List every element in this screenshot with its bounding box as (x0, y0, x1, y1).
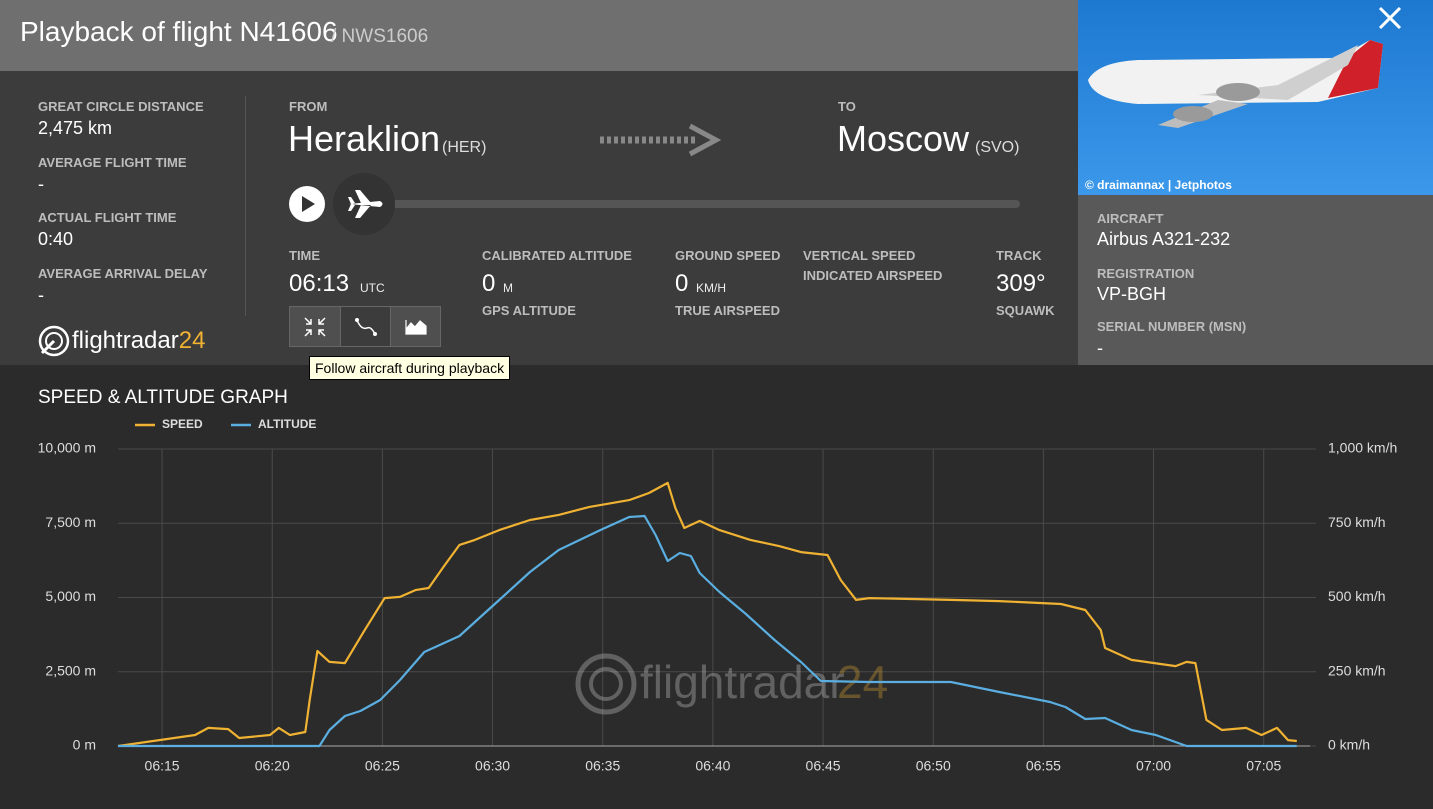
y2-tick-label: 250 km/h (1328, 662, 1386, 678)
legend-label: SPEED (162, 417, 203, 431)
route-arrow (600, 123, 722, 157)
from-label: FROM (289, 99, 328, 114)
series-line (117, 481, 1297, 748)
to-code: (SVO) (975, 139, 1020, 156)
follow-icon (304, 317, 326, 337)
field-label: TRACK (996, 248, 1042, 263)
x-tick-label: 06:35 (585, 758, 620, 774)
ground-speed-value: 0 (675, 270, 689, 297)
track-value: 309° (996, 270, 1046, 297)
watermark: flightradar 24 (575, 653, 888, 715)
play-icon (302, 196, 315, 212)
aircraft-label: REGISTRATION (1097, 266, 1195, 281)
stat-label: ACTUAL FLIGHT TIME (38, 210, 177, 225)
y2-tick-label: 0 km/h (1328, 737, 1370, 753)
tooltip: Follow aircraft during playback (309, 356, 511, 380)
plane-icon (348, 190, 383, 218)
x-tick-label: 07:05 (1246, 758, 1281, 774)
cal-alt-value: 0 (482, 270, 496, 297)
info-panel (0, 71, 1078, 365)
y-tick-label: 5,000 m (45, 588, 96, 604)
field-label: GROUND SPEED (675, 248, 781, 263)
x-tick-label: 06:20 (255, 758, 290, 774)
playback-bar (289, 173, 1020, 235)
y2-tick-label: 500 km/h (1328, 588, 1386, 604)
chart: SPEED & ALTITUDE GRAPH flightradar 24 0 … (38, 387, 1398, 774)
title: Playback of flight N41606 (20, 16, 338, 47)
stat-label: AVERAGE ARRIVAL DELAY (38, 266, 208, 281)
watermark-text: flightradar (640, 656, 845, 708)
graph-icon (405, 320, 427, 335)
chart-title: SPEED & ALTITUDE GRAPH (38, 387, 288, 408)
field-label: TRUE AIRSPEED (675, 303, 780, 318)
aircraft-photo (1078, 0, 1433, 195)
field-label: SQUAWK (996, 303, 1055, 318)
x-tick-label: 06:55 (1026, 758, 1061, 774)
aircraft-label: SERIAL NUMBER (MSN) (1097, 319, 1247, 334)
y2-tick-label: 1,000 km/h (1328, 440, 1397, 456)
legend-label: ALTITUDE (258, 417, 316, 431)
to-label: TO (838, 99, 856, 114)
logo-suffix: 24 (178, 327, 206, 354)
time-unit: UTC (360, 281, 385, 295)
callsign: / NWS1606 (331, 26, 429, 47)
y-tick-label: 7,500 m (45, 514, 96, 530)
logo-icon (38, 325, 70, 357)
header-bar (0, 0, 1078, 71)
aircraft-value: - (1097, 338, 1103, 358)
aircraft-panel (1078, 195, 1433, 365)
series-line (118, 514, 1297, 748)
x-tick-label: 06:30 (475, 758, 510, 774)
cal-alt-unit: M (503, 281, 513, 295)
y-tick-label: 10,000 m (38, 440, 96, 456)
stat-value: - (38, 285, 44, 305)
x-tick-label: 06:50 (916, 758, 951, 774)
y-tick-label: 0 m (73, 737, 96, 753)
x-tick-label: 06:40 (695, 758, 730, 774)
aircraft-value: VP-BGH (1097, 284, 1167, 304)
aircraft-label: AIRCRAFT (1097, 211, 1164, 226)
to-city: Moscow (837, 118, 970, 159)
logo: flightradar24 (72, 327, 205, 355)
x-tick-label: 06:45 (806, 758, 841, 774)
progress-track (385, 200, 1020, 208)
photo-credit: © draimannax | Jetphotos (1085, 178, 1232, 192)
field-label: GPS ALTITUDE (482, 303, 576, 318)
x-tick-label: 07:00 (1136, 758, 1171, 774)
view-buttons (289, 306, 441, 347)
ground-speed-unit: KM/H (696, 281, 726, 295)
stat-label: GREAT CIRCLE DISTANCE (38, 99, 204, 114)
field-label: CALIBRATED ALTITUDE (482, 248, 632, 263)
divider (245, 96, 246, 316)
field-label: VERTICAL SPEED (803, 248, 916, 263)
x-tick-label: 06:15 (145, 758, 180, 774)
from-city: Heraklion (288, 118, 441, 159)
field-label: TIME (289, 248, 321, 263)
logo-text: flightradar (72, 327, 179, 354)
field-label: INDICATED AIRSPEED (803, 268, 943, 283)
y2-tick-label: 750 km/h (1328, 514, 1386, 530)
route-button[interactable] (340, 306, 391, 347)
stat-label: AVERAGE FLIGHT TIME (38, 155, 187, 170)
follow-button[interactable] (289, 306, 341, 347)
time-value: 06:13 (289, 270, 350, 297)
stat-value: - (38, 174, 44, 194)
route-icon-dot (355, 318, 359, 322)
stat-value: 0:40 (38, 229, 74, 249)
x-tick-label: 06:25 (365, 758, 400, 774)
route-icon-dot (373, 332, 377, 336)
route-icon (356, 319, 376, 335)
y-tick-label: 2,500 m (45, 662, 96, 678)
stat-value: 2,475 km (38, 118, 113, 138)
from-code: (HER) (442, 139, 487, 156)
aircraft-value: Airbus A321-232 (1097, 229, 1231, 249)
